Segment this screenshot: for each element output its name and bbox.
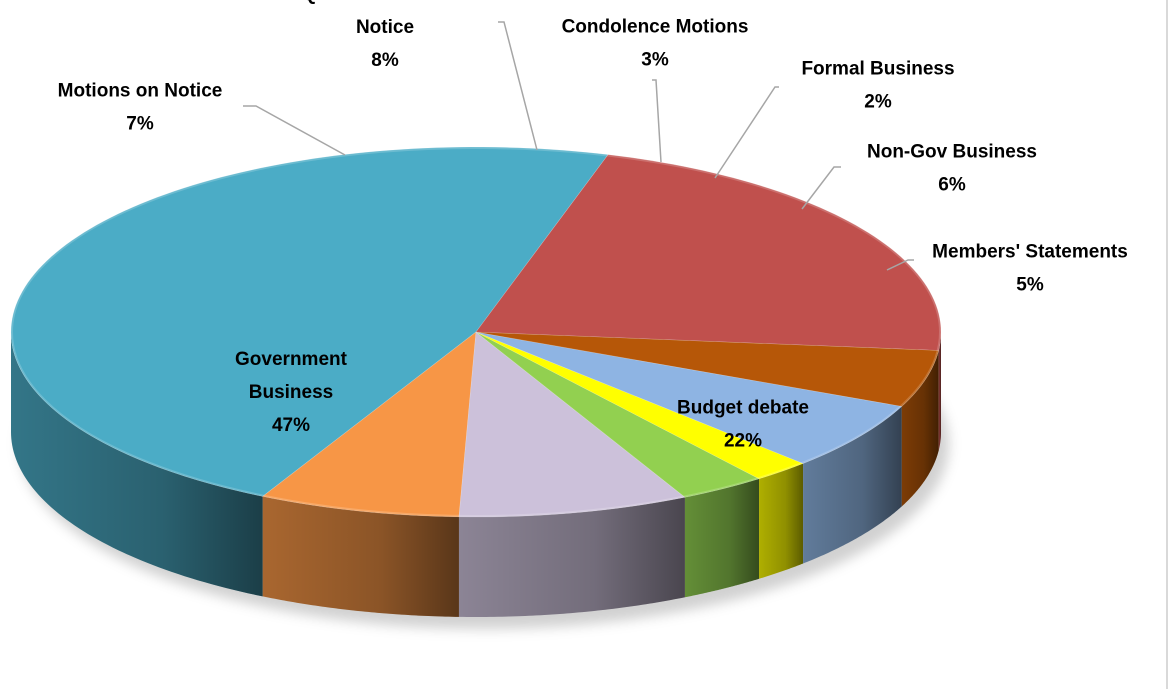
slice-side-shade-4 [759,463,804,579]
slice-pct-label-1: 7% [126,114,154,135]
slice-name-label-2: Questions without [302,0,468,5]
slice-side-shade-6 [901,350,939,507]
slice-name-label-4: Formal Business [801,59,954,80]
slice-name-label-5: Non-Gov Business [867,142,1037,163]
slice-side-shade-5 [803,406,902,564]
slice-pct-label-3: 3% [641,50,669,71]
slice-name-label-2: Notice [356,17,414,38]
pie-side [11,332,941,617]
leader-lines [243,21,914,271]
leader-line-3 [652,79,662,163]
pie-rim [11,147,941,517]
slice-name-label-0: Business [249,382,333,403]
slice-name-label-6: Members' Statements [932,242,1128,263]
slice-name-label-1: Motions on Notice [58,81,223,102]
slice-6 [475,331,940,407]
slice-side-shade-3 [684,478,760,598]
slice-pct-label-0: 47% [272,415,310,436]
slice-name-label-0: Government [235,349,348,370]
leader-line-2 [498,21,538,151]
slice-labels: Government Business 47% Motions on Notice 7%… [58,0,1128,452]
slice-side-shade-2 [458,497,685,617]
leader-line-5 [801,166,841,210]
slice-7 [475,154,942,351]
slice-0 [10,146,609,497]
leader-line-6 [886,259,914,271]
chart-frame-edge [1166,0,1168,689]
leader-line-4 [714,86,779,179]
pie-top [10,146,942,518]
leader-line-1 [243,105,346,156]
slice-pct-label-4: 2% [864,92,892,113]
slice-pct-label-7: 22% [724,431,762,452]
slice-pct-label-5: 6% [938,175,966,196]
slice-name-label-3: Condolence Motions [562,17,749,38]
slice-side-shade-7 [938,332,941,451]
slice-name-label-7: Budget debate [677,398,809,419]
slice-3 [475,331,760,498]
slice-pct-label-6: 5% [1016,275,1044,296]
slice-4 [475,331,804,480]
slice-side-shade-1 [262,496,459,617]
slice-2 [458,331,686,518]
slice-side-shade-0 [11,332,263,597]
slice-pct-label-2: 8% [371,50,399,71]
slice-5 [475,331,903,464]
slice-1 [262,331,477,518]
